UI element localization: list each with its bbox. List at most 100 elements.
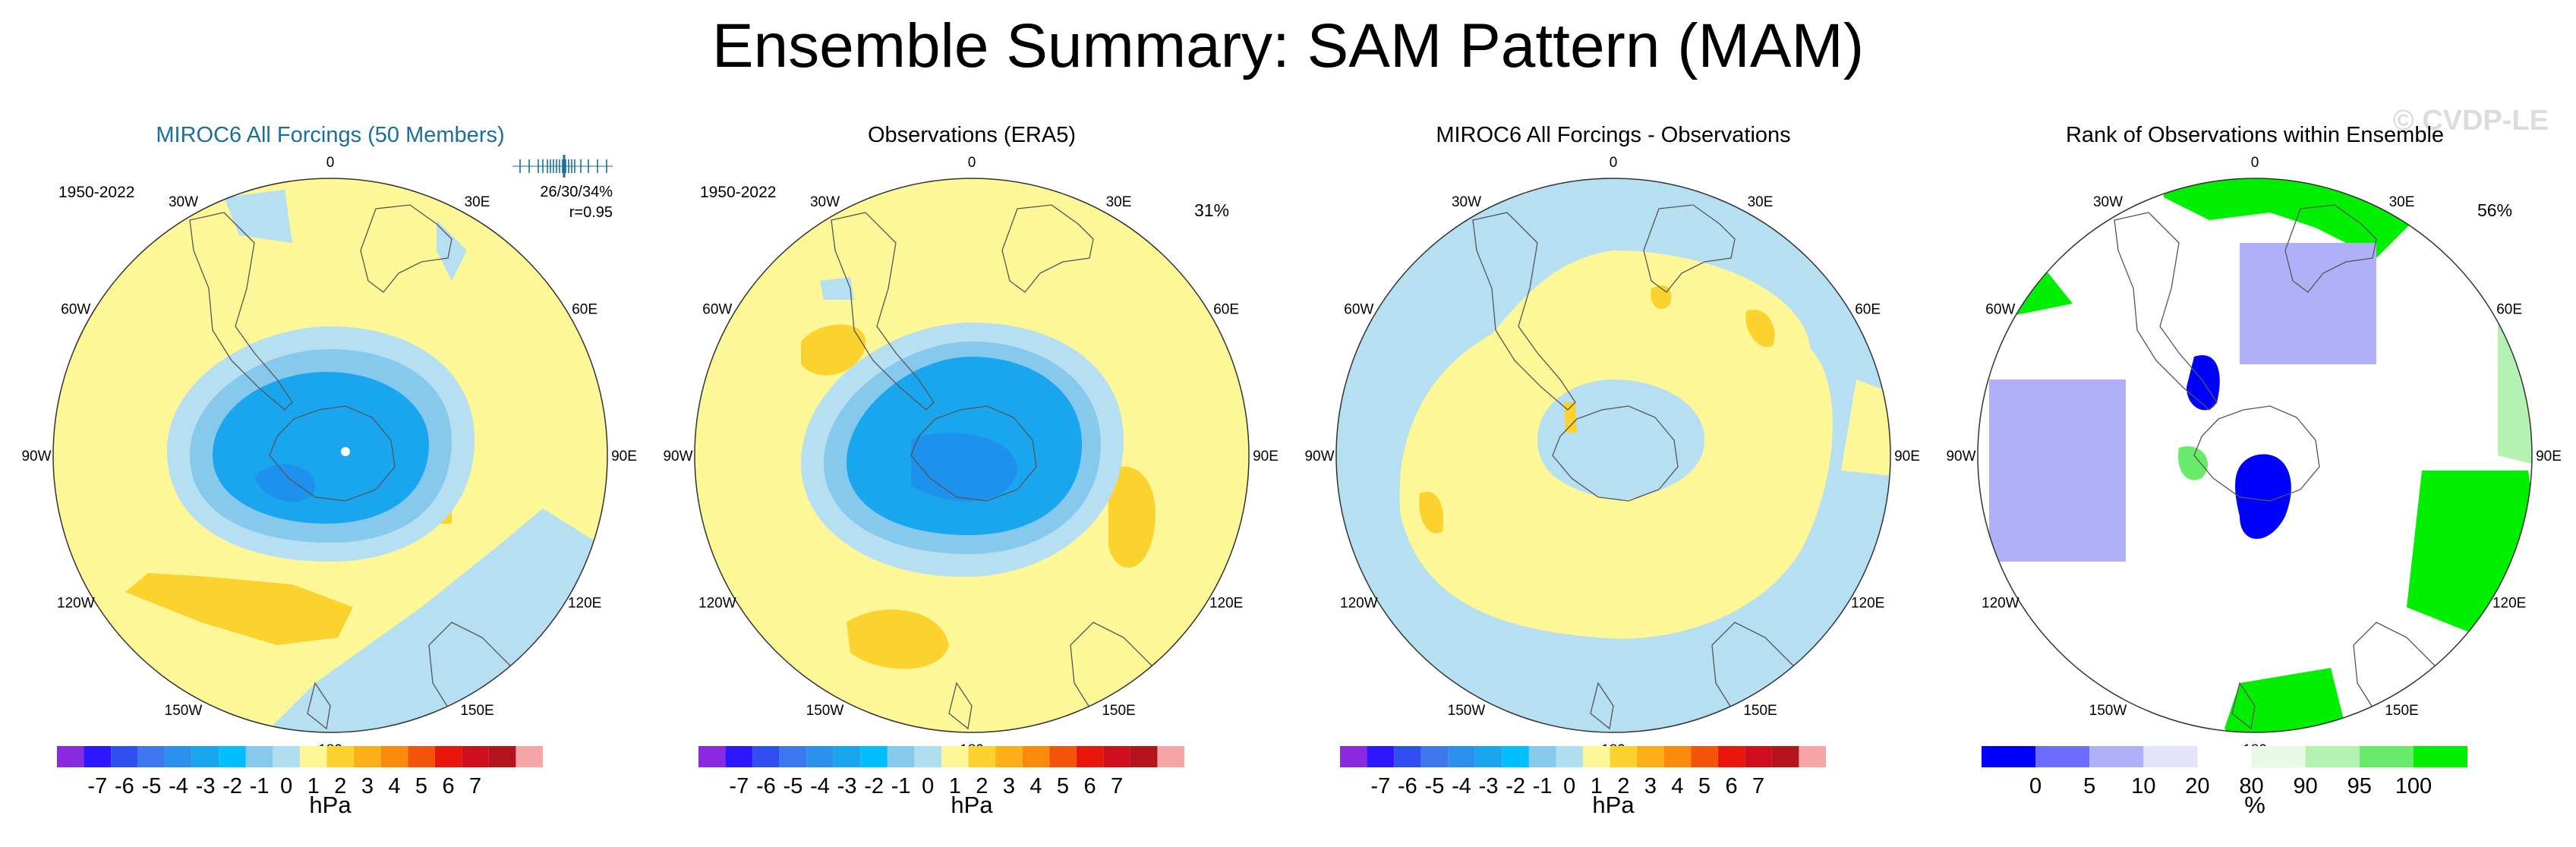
colorbar-tick-label: -1 <box>250 774 270 798</box>
coastline <box>189 212 293 411</box>
colorbar-swatch <box>191 746 219 767</box>
longitude-label: 150E <box>1743 703 1777 719</box>
colorbar-swatch <box>1771 746 1799 767</box>
longitude-label: 90W <box>1304 449 1334 464</box>
coastline <box>360 204 452 293</box>
colorbar-tick-label: -4 <box>1452 774 1471 798</box>
stats-label: 26/30/34% r=0.95 <box>491 182 613 223</box>
colorbar-swatch <box>1157 746 1184 767</box>
colorbar: 0 5 10 20 80 90 95 100 <box>1951 746 2559 830</box>
colorbar-swatch <box>941 746 969 767</box>
colorbar-tick-label: -2 <box>222 774 242 798</box>
longitude-label: 120W <box>1982 596 2019 612</box>
colorbar: -7 -6 -5 -4 -3 -2 -1 0 1 2 3 4 5 6 7 <box>668 746 1275 830</box>
map-fill-layer <box>695 178 1249 732</box>
variance-explained: 26/30/34% <box>540 184 613 200</box>
high-rank-region <box>2498 258 2532 471</box>
coastline <box>1590 682 1614 730</box>
coastline <box>1643 204 1736 293</box>
high-rank-region <box>2224 668 2346 732</box>
colorbar-tick-label: 2 <box>1617 774 1629 798</box>
colorbar-tick-label: 5 <box>1698 774 1711 798</box>
colorbar-svg: -7 -6 -5 -4 -3 -2 -1 0 1 2 3 4 5 6 7 <box>698 746 1184 798</box>
longitude-label: 120E <box>568 596 601 612</box>
percent-label: 56% <box>2477 200 2513 220</box>
colorbar-tick-label: -3 <box>837 774 857 798</box>
figure-title: Ensemble Summary: SAM Pattern (MAM) <box>711 11 1865 80</box>
colorbar-tick-label: 4 <box>1029 774 1042 798</box>
positive-anomaly-patch <box>1745 310 1775 348</box>
colorbar-swatch <box>1340 746 1367 767</box>
colorbar-tick-label: -4 <box>169 774 188 798</box>
colorbar-swatch <box>2089 746 2144 767</box>
longitude-label: 90E <box>611 449 637 464</box>
period-label: 1950-2022 <box>700 184 777 201</box>
colorbar-swatch <box>380 746 408 767</box>
panel-observations: Observations (ERA5) 1950-2022 31% 0 30E 60… <box>663 114 1278 835</box>
low-rank-region <box>2235 454 2291 539</box>
colorbar-tick-label: -7 <box>729 774 749 798</box>
colorbar-swatch <box>137 746 166 767</box>
colorbar-swatch <box>2197 746 2252 767</box>
map-fill-layer <box>53 178 607 732</box>
polar-map: 030E60E90E120E150E180150W120W90W60W30W <box>21 155 637 758</box>
colorbar-unit: hPa <box>1592 792 1635 818</box>
colorbar-swatch <box>1556 746 1583 767</box>
colorbar-tick-label: -7 <box>87 774 107 798</box>
colorbar-swatch <box>300 746 327 767</box>
longitude-label: 120W <box>698 596 736 612</box>
colorbar-tick-label: -5 <box>142 774 162 798</box>
longitude-label: 60E <box>572 302 597 318</box>
positive-anomaly-patch <box>1841 379 1890 478</box>
colorbar-tick-label: 20 <box>2185 774 2209 798</box>
colorbar-tick-label: 5 <box>2083 774 2095 798</box>
longitude-label: 120E <box>2492 596 2526 612</box>
longitude-label: 120W <box>57 596 95 612</box>
colorbar-swatch <box>273 746 300 767</box>
colorbar-swatch <box>698 746 726 767</box>
colorbar-tick-label: 1 <box>949 774 961 798</box>
longitude-label: 30E <box>1748 194 1774 210</box>
coastline <box>2284 204 2377 293</box>
colorbar-swatch <box>914 746 941 767</box>
polar-map: 030E60E90E120E150E180150W120W90W60W30W <box>1946 155 2561 758</box>
longitude-label: 60W <box>1985 302 2015 318</box>
colorbar-swatch <box>1745 746 1772 767</box>
colorbar-swatch <box>2251 746 2306 767</box>
colorbar-tick-label: 1 <box>1591 774 1603 798</box>
longitude-label: 0 <box>1610 155 1618 171</box>
colorbar-tick-label: -2 <box>864 774 884 798</box>
colorbar-unit: hPa <box>951 792 993 818</box>
colorbar-tick-label: 3 <box>361 774 374 798</box>
negative-anomaly-patch <box>254 509 604 732</box>
colorbar-tick-label: 90 <box>2294 774 2318 798</box>
positive-anomaly-patch <box>1108 466 1156 568</box>
colorbar-tick-label: -5 <box>1425 774 1445 798</box>
colorbar-swatch <box>833 746 861 767</box>
colorbar-swatch <box>488 746 516 767</box>
colorbar-tick-label: -1 <box>1533 774 1553 798</box>
coastline <box>2193 405 2320 502</box>
colorbar-swatch <box>1799 746 1826 767</box>
negative-anomaly-patch <box>820 277 854 300</box>
map-fill-layer <box>1978 178 2532 732</box>
colorbar-swatch <box>1637 746 1664 767</box>
colorbar-swatch <box>2035 746 2090 767</box>
longitude-label: 150E <box>460 703 493 719</box>
high-rank-region <box>2164 178 2422 258</box>
colorbar-swatch <box>2413 746 2467 767</box>
colorbar-swatch <box>1610 746 1638 767</box>
colorbar-swatch <box>245 746 273 767</box>
longitude-label: 90E <box>1253 449 1279 464</box>
longitude-label: 150W <box>1448 703 1486 719</box>
colorbar-swatch <box>1103 746 1130 767</box>
colorbar-swatch <box>725 746 753 767</box>
longitude-label: 30E <box>1106 194 1132 210</box>
longitude-label: 90W <box>21 449 51 464</box>
longitude-label: 90E <box>1894 449 1920 464</box>
colorbar-swatch <box>1420 746 1449 767</box>
colorbar-swatch <box>1022 746 1050 767</box>
map-fill-layer <box>1336 178 1890 732</box>
longitude-label: 60E <box>1855 302 1881 318</box>
low-rank-region <box>2187 355 2220 411</box>
